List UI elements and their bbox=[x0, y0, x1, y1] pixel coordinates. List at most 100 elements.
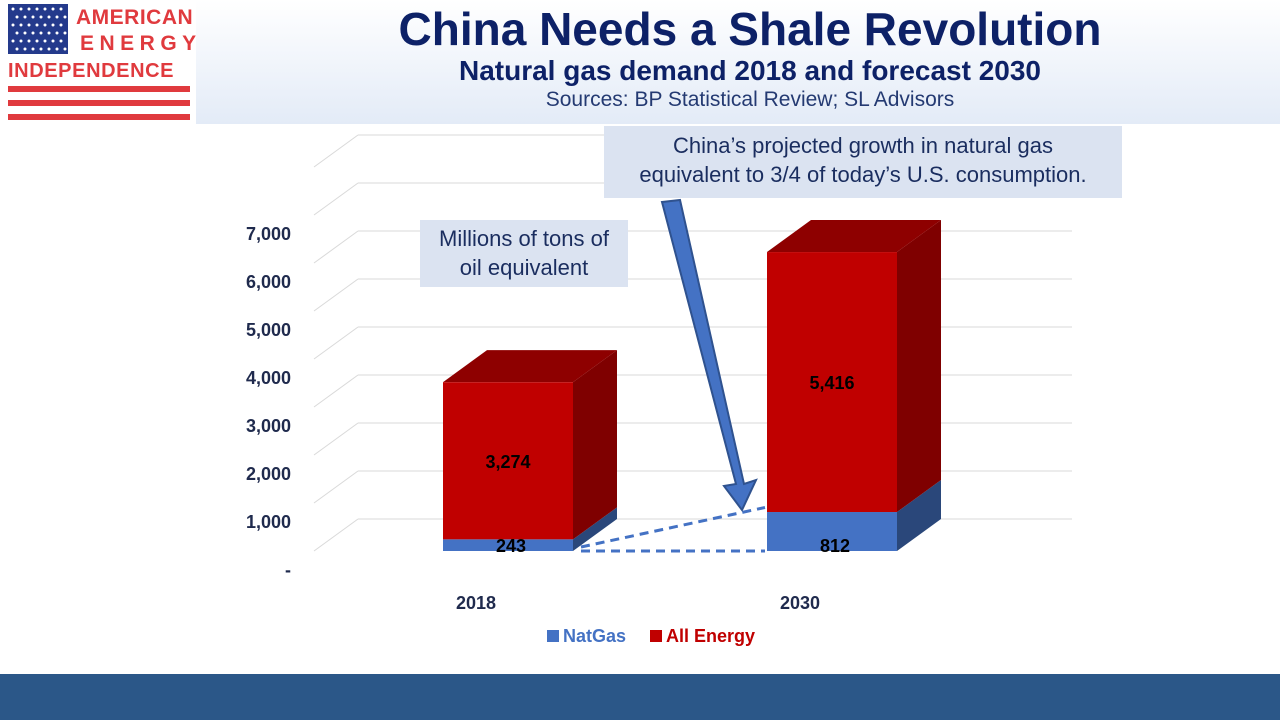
y-tick-label: 4,000 bbox=[246, 368, 291, 388]
y-tick-label: 3,000 bbox=[246, 416, 291, 436]
header: AMERICAN ENERGY INDEPENDENCE China Needs… bbox=[0, 0, 1280, 124]
x-tick-label: 2030 bbox=[780, 593, 820, 613]
gridline-depth bbox=[313, 470, 359, 504]
flag-star bbox=[55, 47, 59, 51]
bar-natgas bbox=[767, 512, 897, 551]
flag-star bbox=[51, 39, 55, 43]
bar-side-all-energy bbox=[897, 220, 941, 513]
x-tick-label: 2018 bbox=[456, 593, 496, 613]
unit-annotation-line-2: oil equivalent bbox=[459, 255, 589, 280]
bar-top-all-energy bbox=[767, 220, 941, 253]
flag-star bbox=[27, 39, 31, 43]
y-tick-label: 6,000 bbox=[246, 272, 291, 292]
flag-star bbox=[55, 15, 59, 19]
flag-canton bbox=[8, 4, 68, 54]
bar-side-natgas bbox=[573, 507, 617, 551]
flag-star bbox=[59, 7, 63, 11]
gridline-depth bbox=[313, 230, 359, 264]
gridline-depth bbox=[313, 422, 359, 456]
gridline-depth bbox=[313, 278, 359, 312]
flag-star bbox=[27, 7, 31, 11]
data-label: 3,274 bbox=[485, 452, 530, 472]
flag-star bbox=[59, 23, 63, 27]
flag-star bbox=[31, 15, 35, 19]
flag-star bbox=[19, 7, 23, 11]
logo-word-energy: ENERGY bbox=[80, 32, 202, 55]
data-label: 812 bbox=[820, 536, 850, 556]
flag-stripe bbox=[8, 114, 190, 120]
bar-all-energy bbox=[767, 252, 897, 513]
sources-note: Sources: BP Statistical Review; SL Advis… bbox=[545, 88, 955, 111]
legend-label: NatGas bbox=[563, 626, 626, 646]
growth-arrow bbox=[660, 198, 758, 512]
flag-star bbox=[15, 15, 19, 19]
bar-top-all-energy bbox=[443, 350, 617, 383]
flag-star bbox=[47, 31, 51, 35]
flag-star bbox=[19, 23, 23, 27]
flag-star bbox=[55, 31, 59, 35]
y-tick-label: 1,000 bbox=[246, 512, 291, 532]
flag-star bbox=[63, 15, 67, 19]
y-tick-label: 2,000 bbox=[246, 464, 291, 484]
bar-side-natgas bbox=[897, 480, 941, 551]
flag-icon bbox=[8, 4, 190, 120]
legend-label: All Energy bbox=[666, 626, 755, 646]
gridline-depth bbox=[313, 518, 359, 552]
flag-star bbox=[15, 31, 19, 35]
y-tick-label: - bbox=[285, 560, 291, 580]
flag-star bbox=[23, 31, 27, 35]
flag-star bbox=[63, 47, 67, 51]
flag-star bbox=[39, 15, 43, 19]
flag-star bbox=[51, 7, 55, 11]
flag-star bbox=[11, 23, 15, 27]
unit-annotation: Millions of tons of oil equivalent bbox=[420, 220, 628, 287]
logo-word-american: AMERICAN bbox=[76, 6, 194, 29]
flag-star bbox=[11, 7, 15, 11]
flag-star bbox=[19, 39, 23, 43]
flag-stripe bbox=[8, 100, 190, 106]
flag-star bbox=[43, 23, 47, 27]
legend-swatch-all-energy bbox=[650, 630, 662, 642]
bar-all-energy bbox=[443, 382, 573, 540]
logo: AMERICAN ENERGY INDEPENDENCE bbox=[0, 0, 196, 124]
flag-star bbox=[23, 15, 27, 19]
flag-star bbox=[43, 39, 47, 43]
flag-star bbox=[11, 39, 15, 43]
flag-star bbox=[51, 23, 55, 27]
growth-annotation: China’s projected growth in natural gas … bbox=[604, 126, 1122, 198]
flag-star bbox=[43, 7, 47, 11]
unit-annotation-line-1: Millions of tons of bbox=[439, 226, 609, 251]
flag-star bbox=[27, 23, 31, 27]
flag-star bbox=[47, 15, 51, 19]
footer-bar bbox=[0, 674, 1280, 720]
flag-star bbox=[31, 47, 35, 51]
gridline-depth bbox=[313, 374, 359, 408]
flag-star bbox=[59, 39, 63, 43]
gridline-depth bbox=[313, 182, 359, 216]
logo-word-independence: INDEPENDENCE bbox=[8, 60, 175, 82]
data-label: 5,416 bbox=[809, 373, 854, 393]
page-title: China Needs a Shale Revolution bbox=[398, 3, 1102, 55]
flag-star bbox=[31, 31, 35, 35]
flag-star bbox=[39, 47, 43, 51]
flag-star bbox=[15, 47, 19, 51]
stacked-bar-chart: - 1,000 2,000 3,000 4,000 5,000 6,000 7,000 243 3… bbox=[246, 134, 1072, 646]
bar-side-all-energy bbox=[573, 350, 617, 540]
growth-dashed-line bbox=[580, 506, 766, 549]
growth-annotation-line-1: China’s projected growth in natural gas bbox=[673, 133, 1053, 158]
data-label: 243 bbox=[496, 536, 526, 556]
gridline-depth bbox=[313, 134, 359, 168]
gridline-depth bbox=[313, 326, 359, 360]
y-tick-label: 5,000 bbox=[246, 320, 291, 340]
bar-natgas bbox=[443, 539, 573, 551]
flag-star bbox=[63, 31, 67, 35]
flag-star bbox=[23, 47, 27, 51]
flag-star bbox=[35, 7, 39, 11]
growth-annotation-line-2: equivalent to 3/4 of today’s U.S. consum… bbox=[639, 162, 1087, 187]
flag-star bbox=[47, 47, 51, 51]
page-subtitle: Natural gas demand 2018 and forecast 203… bbox=[458, 55, 1042, 86]
flag-star bbox=[39, 31, 43, 35]
flag-stripe bbox=[8, 86, 190, 92]
y-tick-label: 7,000 bbox=[246, 224, 291, 244]
flag-star bbox=[35, 23, 39, 27]
